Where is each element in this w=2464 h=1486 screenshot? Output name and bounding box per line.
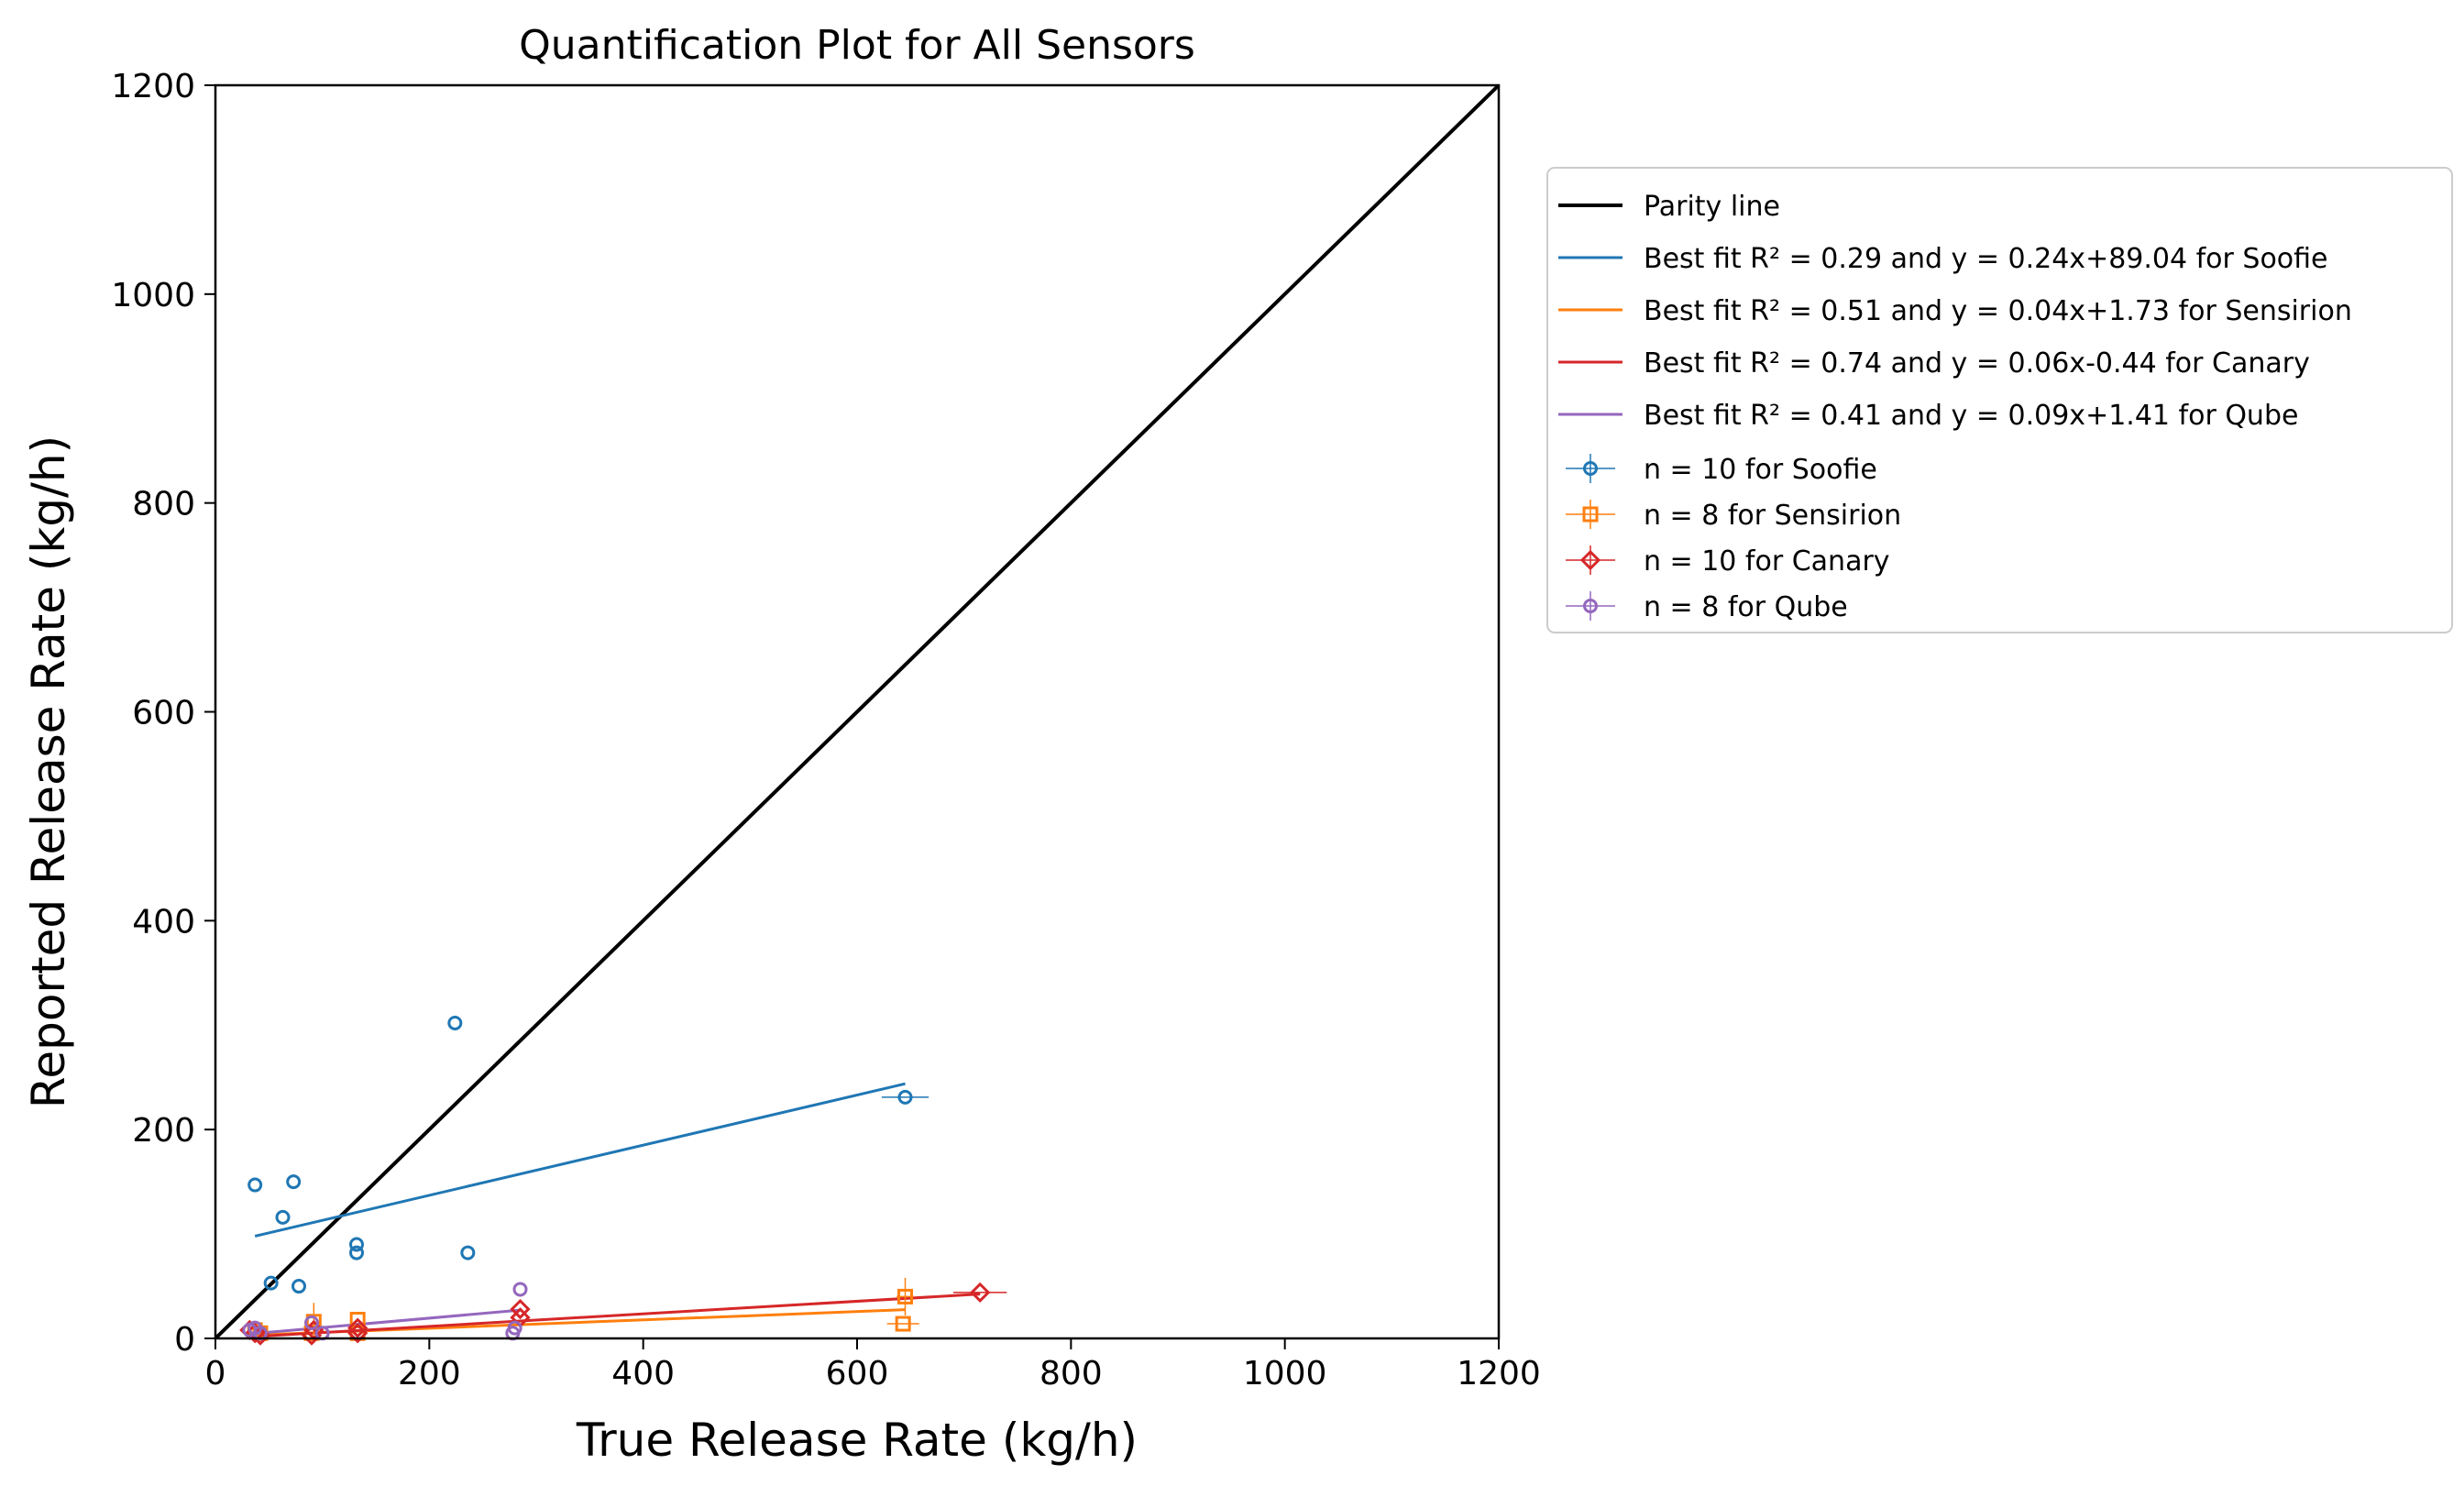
data-point bbox=[286, 1174, 302, 1190]
fit-line-0 bbox=[254, 1082, 906, 1238]
legend-series-label-2: n = 10 for Canary bbox=[1644, 545, 1890, 578]
fit-line-3 bbox=[249, 1308, 521, 1336]
x-tick-label: 200 bbox=[398, 1355, 461, 1392]
x-tick-label: 0 bbox=[205, 1355, 226, 1392]
legend-marker-2 bbox=[1579, 549, 1601, 571]
y-tick-label: 1200 bbox=[111, 68, 195, 105]
legend-marker-0 bbox=[1583, 461, 1598, 476]
legend-series-label-1: n = 8 for Sensirion bbox=[1644, 500, 1901, 532]
plot-area: 0 200 400 600 800 1000 1200 0 200 400 600 800 1000 12… bbox=[111, 68, 1540, 1392]
y-tick-label: 400 bbox=[132, 903, 195, 941]
data-point bbox=[510, 1298, 531, 1320]
legend-parity-label: Parity line bbox=[1644, 191, 1780, 223]
data-point bbox=[349, 1237, 364, 1252]
y-tick-label: 0 bbox=[174, 1321, 195, 1359]
data-point bbox=[248, 1177, 263, 1193]
data-point bbox=[447, 1015, 463, 1030]
data-point bbox=[304, 1315, 319, 1330]
data-point bbox=[897, 1089, 913, 1105]
legend-marker-1 bbox=[1582, 506, 1599, 523]
data-point bbox=[895, 1315, 911, 1332]
x-tick-label: 800 bbox=[1040, 1355, 1103, 1392]
y-tick-label: 200 bbox=[132, 1112, 195, 1150]
data-point bbox=[347, 1317, 368, 1338]
legend-fit-label-2: Best fit R² = 0.74 and y = 0.06x-0.44 fo… bbox=[1644, 347, 2310, 380]
legend: Parity line Best fit R² = 0.29 and y = 0.… bbox=[1546, 167, 2453, 633]
data-point bbox=[970, 1282, 991, 1303]
y-axis-label: Reported Release Rate (kg/h) bbox=[22, 435, 75, 1108]
data-point bbox=[292, 1279, 306, 1294]
y-tick-label: 1000 bbox=[111, 277, 195, 314]
chart-title: Quantification Plot for All Sensors bbox=[519, 22, 1195, 69]
data-point bbox=[275, 1209, 291, 1225]
legend-fit-label-0: Best fit R² = 0.29 and y = 0.24x+89.04 f… bbox=[1644, 243, 2328, 275]
y-tick-label: 800 bbox=[132, 486, 195, 523]
fit-line-2 bbox=[249, 1293, 981, 1338]
x-tick-label: 600 bbox=[826, 1355, 889, 1392]
data-point bbox=[512, 1282, 528, 1297]
data-point bbox=[460, 1245, 476, 1260]
x-tick-label: 400 bbox=[611, 1355, 675, 1392]
legend-marker-3 bbox=[1583, 599, 1598, 613]
legend-fit-label-1: Best fit R² = 0.51 and y = 0.04x+1.73 fo… bbox=[1644, 295, 2352, 327]
x-tick-label: 1000 bbox=[1243, 1355, 1327, 1392]
data-point bbox=[897, 1288, 913, 1304]
legend-box bbox=[1546, 167, 2453, 633]
parity-line bbox=[215, 85, 1499, 1338]
legend-fit-label-3: Best fit R² = 0.41 and y = 0.09x+1.41 fo… bbox=[1644, 400, 2298, 432]
data-point bbox=[263, 1275, 279, 1291]
legend-series-label-3: n = 8 for Qube bbox=[1644, 591, 1848, 623]
legend-series-label-0: n = 10 for Soofie bbox=[1644, 454, 1877, 486]
x-tick-label: 1200 bbox=[1457, 1355, 1541, 1392]
x-axis-label: True Release Rate (kg/h) bbox=[576, 1414, 1138, 1467]
y-tick-label: 600 bbox=[132, 695, 195, 732]
data-point bbox=[349, 1245, 364, 1260]
